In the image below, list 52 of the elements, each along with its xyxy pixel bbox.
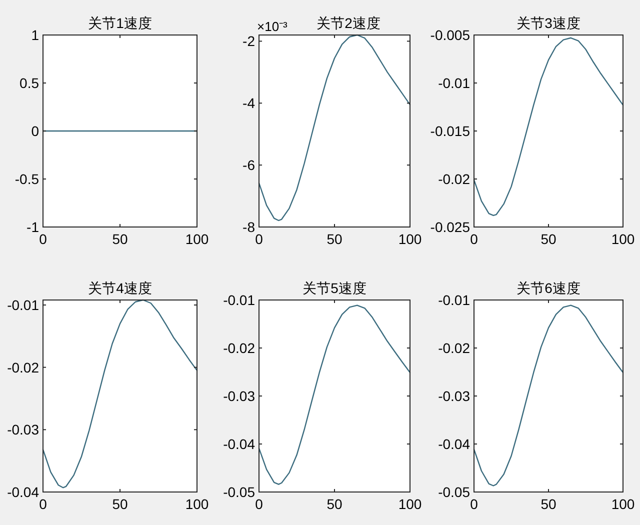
y-tick-label: -0.02 xyxy=(7,359,40,376)
y-tick-label: -0.01 xyxy=(438,292,470,308)
y-tick-label: -0.02 xyxy=(438,171,470,187)
y-tick-label: -0.015 xyxy=(430,123,470,139)
y-tick-label: -0.03 xyxy=(438,388,470,404)
x-tick-label: 50 xyxy=(112,231,128,247)
y-tick-label: -0.03 xyxy=(7,422,40,438)
y-tick-label: -0.02 xyxy=(438,340,470,356)
x-tick-label: 50 xyxy=(326,496,342,512)
y-tick-label: -1 xyxy=(26,219,40,235)
y-tick-label: -0.04 xyxy=(223,436,256,452)
y-tick-label: -0.025 xyxy=(430,219,470,235)
chart-title: 关节2速度 xyxy=(316,15,380,31)
chart-title: 关节5速度 xyxy=(302,280,366,296)
y-tick-label: -0.05 xyxy=(438,484,470,500)
line-series xyxy=(258,304,411,485)
y-tick-label: -2 xyxy=(242,33,256,50)
x-tick-label: 50 xyxy=(326,231,342,247)
chart-title: 关节6速度 xyxy=(516,280,580,296)
x-tick-label: 50 xyxy=(112,496,128,512)
line-series xyxy=(42,299,198,488)
text: ×10⁻³ xyxy=(257,19,288,34)
line-series xyxy=(473,37,624,216)
y-tick-label: 0 xyxy=(31,123,40,139)
y-tick-label: -0.01 xyxy=(223,292,256,308)
chart-title: 关节1速度 xyxy=(88,15,152,31)
x-tick-label: 100 xyxy=(185,496,209,512)
y-tick-label: -0.01 xyxy=(7,296,40,313)
line-series xyxy=(473,304,624,486)
y-tick-label: -0.05 xyxy=(223,484,256,500)
y-tick-label: -4 xyxy=(242,95,256,112)
y-tick-label: -8 xyxy=(242,219,256,235)
y-tick-label: 1 xyxy=(31,27,40,43)
x-tick-label: 100 xyxy=(185,231,209,247)
y-tick-label: 0.5 xyxy=(20,75,40,91)
x-tick-label: 100 xyxy=(611,496,635,512)
y-tick-label: -0.03 xyxy=(223,388,256,404)
line-series xyxy=(258,34,411,222)
y-tick-label: -0.02 xyxy=(223,340,256,356)
chart-title: 关节3速度 xyxy=(516,15,580,31)
x-tick-label: 100 xyxy=(398,231,422,247)
y-tick-label: -0.5 xyxy=(14,171,40,187)
y-tick-label: -0.005 xyxy=(430,27,470,43)
x-tick-label: 100 xyxy=(611,231,635,247)
x-tick-label: 50 xyxy=(540,231,556,247)
x-tick-label: 100 xyxy=(398,496,422,512)
y-tick-label: -0.04 xyxy=(438,436,470,452)
y-tick-label: -0.04 xyxy=(7,484,40,500)
chart-title: 关节4速度 xyxy=(88,280,152,296)
x-tick-label: 50 xyxy=(540,496,556,512)
y-tick-label: -6 xyxy=(242,157,256,174)
y-tick-label: -0.01 xyxy=(438,75,470,91)
